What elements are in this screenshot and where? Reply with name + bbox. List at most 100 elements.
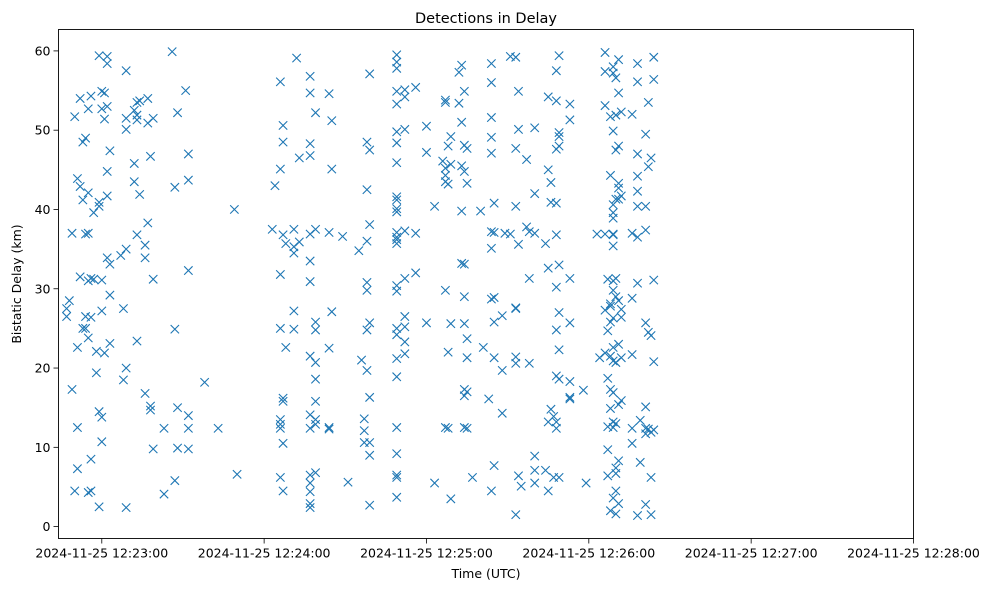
data-point (94, 51, 104, 61)
data-point (457, 258, 467, 268)
x-tick-label: 2024-11-25 12:24:00 (198, 546, 331, 561)
data-point (565, 318, 575, 328)
data-point (611, 486, 621, 496)
data-point (80, 133, 91, 143)
chart-title: Detections in Delay (415, 11, 557, 27)
data-point (392, 372, 402, 382)
data-point (132, 115, 142, 125)
data-point (281, 238, 291, 249)
data-point (457, 206, 467, 216)
data-point (511, 303, 521, 314)
data-point (530, 465, 540, 475)
data-point (310, 374, 321, 384)
data-point (392, 86, 402, 96)
data-point (289, 248, 299, 258)
data-point (275, 472, 285, 483)
data-point (546, 177, 556, 188)
data-point (530, 228, 540, 238)
data-point (627, 438, 637, 448)
data-point (457, 60, 467, 70)
data-point (440, 422, 451, 433)
data-point (102, 51, 112, 62)
data-point (457, 117, 467, 127)
data-point (440, 97, 451, 108)
data-point (392, 99, 402, 109)
data-point (511, 143, 521, 154)
data-point (105, 290, 115, 300)
data-point (511, 358, 521, 368)
data-point (183, 423, 193, 433)
data-point (554, 51, 564, 61)
data-point (613, 456, 624, 466)
data-point (89, 274, 99, 284)
data-point (616, 312, 626, 322)
data-point (489, 460, 499, 471)
data-point (551, 423, 561, 433)
data-point (305, 150, 315, 161)
data-point (600, 47, 610, 58)
data-point (365, 392, 375, 402)
data-point (611, 468, 621, 479)
data-point (613, 339, 624, 349)
data-point (641, 318, 651, 328)
data-point (102, 101, 112, 111)
data-point (530, 451, 540, 461)
data-point (392, 353, 402, 364)
data-point (608, 241, 618, 251)
data-point (565, 376, 575, 387)
data-point (543, 165, 553, 175)
data-point (362, 137, 372, 147)
data-points (62, 47, 659, 521)
data-point (392, 330, 402, 340)
y-tick-label: 60 (35, 43, 51, 58)
data-point (324, 343, 334, 353)
data-point (511, 303, 521, 313)
data-point (64, 296, 74, 306)
data-point (354, 246, 364, 256)
data-point (400, 92, 410, 102)
data-point (392, 204, 402, 214)
data-point (521, 154, 532, 165)
data-point (489, 227, 499, 238)
data-point (289, 306, 299, 316)
data-point (305, 487, 315, 497)
data-point (565, 273, 575, 284)
data-point (275, 423, 285, 433)
data-point (183, 265, 193, 276)
data-point (105, 259, 115, 269)
data-point (310, 396, 321, 406)
data-point (67, 228, 77, 238)
data-point (611, 145, 621, 155)
data-point (649, 357, 659, 367)
data-point (627, 349, 637, 360)
data-point (148, 274, 158, 284)
data-point (486, 132, 496, 142)
data-point (275, 269, 285, 280)
data-point (72, 342, 83, 353)
data-point (616, 191, 626, 201)
y-tick-label: 20 (35, 361, 51, 376)
data-point (62, 311, 72, 322)
data-point (172, 108, 183, 118)
data-point (278, 137, 288, 147)
data-point (170, 324, 180, 334)
data-point (497, 408, 507, 418)
data-point (459, 86, 469, 96)
data-point (632, 201, 643, 211)
data-point (83, 487, 93, 498)
data-point (554, 131, 564, 142)
data-point (635, 415, 645, 425)
data-point (641, 499, 651, 509)
data-point (86, 454, 96, 464)
data-point (94, 502, 104, 512)
data-point (121, 113, 131, 123)
data-point (392, 238, 402, 249)
data-point (521, 222, 532, 232)
data-point (310, 317, 321, 327)
data-point (632, 278, 643, 288)
data-point (513, 239, 524, 249)
data-point (462, 143, 472, 154)
data-point (649, 275, 659, 285)
data-point (400, 273, 410, 284)
data-point (486, 486, 496, 496)
